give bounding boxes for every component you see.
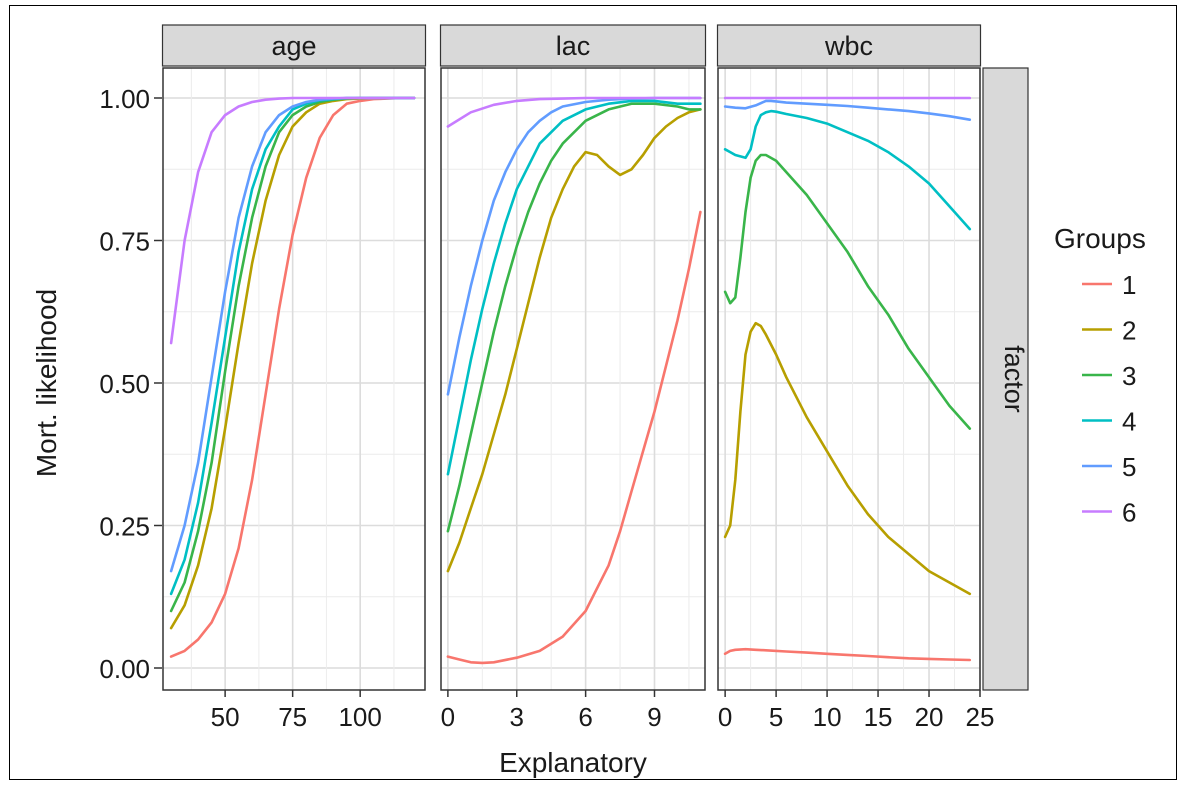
y-axis-title: Mort. likelihood [31, 289, 62, 477]
x-tick-label: 15 [864, 702, 893, 732]
x-tick-label: 50 [211, 702, 240, 732]
x-tick-label: 75 [278, 702, 307, 732]
legend-title: Groups [1054, 223, 1146, 254]
x-tick-label: 0 [718, 702, 732, 732]
panel-strip-label: lac [556, 31, 591, 61]
x-tick-label: 10 [813, 702, 842, 732]
series-line-lac-group-6 [446, 96, 702, 128]
panel-border [440, 67, 706, 691]
panel-background [163, 68, 425, 690]
series-line-lac-group-4 [446, 99, 702, 476]
panel-strip-age [161, 24, 427, 67]
series-line-lac-group-1 [446, 210, 702, 665]
series-line-wbc-group-2 [723, 321, 972, 596]
legend-label: 4 [1122, 407, 1136, 437]
legend-label: 1 [1122, 270, 1136, 300]
y-tick-label: 1.00 [99, 84, 150, 114]
legend-label: 5 [1122, 452, 1136, 482]
x-tick-label: 25 [966, 702, 995, 732]
x-tick-label: 20 [915, 702, 944, 732]
x-tick-label: 6 [578, 702, 592, 732]
series-line-wbc-group-3 [723, 153, 972, 430]
x-tick-label: 3 [510, 702, 524, 732]
y-tick-label: 0.25 [99, 512, 150, 542]
panel-strip-label: age [271, 31, 316, 61]
series-line-wbc-group-1 [723, 647, 972, 662]
panel-border [717, 67, 981, 691]
series-line-wbc-group-5 [723, 99, 972, 121]
figure-frame [9, 5, 1177, 780]
row-strip-label: factor [999, 345, 1029, 413]
panel-strip-wbc [716, 24, 982, 67]
series-line-lac-group-2 [446, 108, 702, 573]
series-line-age-group-6 [169, 96, 416, 345]
row-strip-factor [982, 67, 1029, 691]
x-tick-label: 5 [769, 702, 783, 732]
panel-background [718, 68, 980, 690]
y-tick-label: 0.50 [99, 369, 150, 399]
panel-background [441, 68, 705, 690]
panel-strip-lac [439, 24, 707, 67]
y-tick-label: 0.00 [99, 654, 150, 684]
x-axis-title: Explanatory [499, 747, 647, 778]
legend-label: 6 [1122, 498, 1136, 528]
x-tick-label: 9 [647, 702, 661, 732]
panel-border [162, 67, 426, 691]
panel-strip-label: wbc [824, 31, 873, 61]
legend-label: 2 [1122, 316, 1136, 346]
y-tick-label: 0.75 [99, 227, 150, 257]
x-tick-label: 100 [338, 702, 381, 732]
series-line-lac-group-3 [446, 102, 702, 533]
x-tick-label: 0 [441, 702, 455, 732]
legend-label: 3 [1122, 361, 1136, 391]
series-line-wbc-group-4 [723, 109, 972, 231]
